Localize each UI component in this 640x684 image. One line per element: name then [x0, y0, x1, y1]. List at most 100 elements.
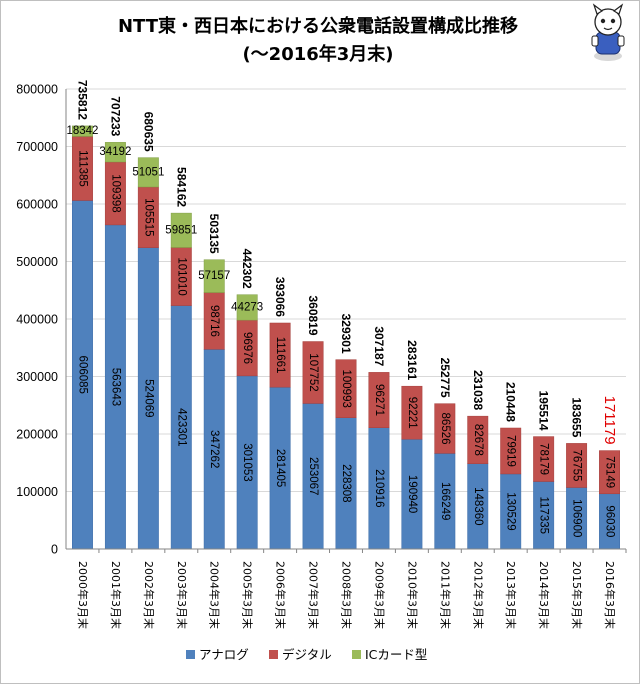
total-value-label: 360819	[306, 295, 320, 335]
y-tick-label: 800000	[16, 83, 58, 97]
segment-value-label: 44273	[231, 301, 263, 313]
bar-segment-ic-card	[137, 157, 159, 188]
total-value-label: 707233	[108, 96, 122, 136]
total-value-label: 584162	[174, 167, 188, 207]
bar-segment-digital	[269, 322, 291, 388]
x-tick-label: 2008年3月末	[340, 561, 354, 629]
y-tick-label: 300000	[16, 370, 58, 384]
chart-title-line-1: NTT東・西日本における公衆電話設置構成比推移	[118, 15, 518, 37]
bar-segment-digital	[302, 341, 324, 404]
bar-segment-ic-card	[236, 294, 258, 321]
segment-value-label: 253067	[307, 457, 319, 495]
bar-segment-digital	[599, 450, 620, 495]
segment-value-label: 190940	[406, 475, 418, 513]
y-tick-label: 200000	[16, 428, 58, 442]
bar-segment-ic-card	[104, 142, 126, 163]
total-value-label: 252775	[438, 358, 452, 398]
segment-value-label: 75149	[604, 456, 616, 488]
total-value-label: 283161	[405, 340, 419, 380]
legend-swatch-digital	[269, 650, 278, 659]
x-tick-label: 2004年3月末	[208, 561, 222, 629]
bar-segment-ic-card	[170, 212, 192, 248]
x-axis: 2000年3月末 2001年3月末 2002年3月末 2003年3月末 2004年3月末…	[66, 548, 627, 629]
total-value-label: 393066	[273, 277, 287, 317]
x-tick-label: 2014年3月末	[537, 561, 551, 629]
chart-title-line-2: (〜2016年3月末)	[242, 43, 393, 65]
bar-segment-digital	[533, 436, 555, 482]
x-tick-label: 2003年3月末	[175, 561, 189, 629]
segment-value-label: 524069	[142, 379, 154, 417]
legend-label-ic-card: ICカード型	[365, 647, 427, 662]
total-value-label: 210448	[504, 382, 518, 422]
legend-swatch-ic-card	[352, 650, 361, 659]
segment-value-label: 79919	[505, 435, 517, 467]
segment-value-label: 106900	[571, 499, 583, 537]
segment-value-label: 57157	[198, 270, 230, 282]
segment-value-label: 92221	[406, 397, 418, 429]
legend-swatch-analog	[186, 650, 195, 659]
bar-segment-digital	[335, 359, 357, 418]
x-tick-label: 2006年3月末	[274, 561, 288, 629]
segment-value-label: 117335	[538, 497, 550, 535]
legend-label-digital: デジタル	[282, 647, 332, 662]
x-tick-label: 2011年3月末	[438, 561, 452, 629]
segment-value-label: 59851	[165, 224, 197, 236]
segment-value-label: 78179	[538, 443, 550, 475]
x-tick-label: 2010年3月末	[405, 561, 419, 629]
bar-segment-digital	[500, 427, 522, 475]
bar-segment-digital	[401, 385, 423, 440]
segment-value-label: 606085	[76, 356, 88, 394]
segment-value-label: 96271	[373, 384, 385, 416]
bar-segment-digital	[368, 372, 390, 428]
total-value-label: 195514	[537, 391, 551, 431]
bar-segment-digital	[434, 403, 456, 454]
segment-value-label: 166249	[439, 482, 451, 520]
bar-segment-ic-card	[203, 259, 225, 293]
total-value-label: 680635	[141, 112, 155, 152]
total-value-label: 307187	[372, 326, 386, 366]
segment-value-label: 281405	[274, 449, 286, 487]
x-tick-label: 2016年3月末	[603, 561, 617, 629]
bar-segment-digital	[566, 443, 588, 488]
bars: 606085 111385 18342 735812 563643 109398 34192…	[66, 80, 620, 550]
y-axis: 0 100000 200000 300000 400000 500000 600000 700…	[16, 83, 67, 557]
segment-value-label: 51051	[132, 166, 164, 178]
total-value-label: 442302	[240, 249, 254, 289]
segment-value-label: 130529	[505, 492, 517, 530]
total-value-label: 329301	[339, 314, 353, 354]
legend: アナログ デジタル ICカード型	[186, 647, 427, 662]
segment-value-label: 86526	[439, 413, 451, 445]
segment-value-label: 109398	[109, 174, 121, 212]
y-tick-label: 600000	[16, 198, 58, 212]
x-tick-label: 2001年3月末	[109, 561, 123, 629]
y-tick-label: 0	[51, 543, 58, 557]
segment-value-label: 105515	[142, 198, 154, 236]
segment-value-label: 301053	[241, 443, 253, 481]
total-value-label: 231038	[471, 370, 485, 410]
segment-value-label: 228308	[340, 464, 352, 502]
legend-label-analog: アナログ	[199, 647, 249, 662]
segment-value-label: 76755	[571, 449, 583, 481]
segment-value-label: 111385	[76, 150, 88, 187]
segment-value-label: 210916	[373, 469, 385, 507]
segment-value-label: 107752	[307, 353, 319, 391]
total-value-label: 735812	[75, 80, 89, 120]
total-value-label: 171179	[601, 396, 618, 445]
segment-value-label: 111661	[274, 337, 286, 374]
segment-value-label: 148360	[472, 487, 484, 525]
y-tick-label: 500000	[16, 255, 58, 269]
segment-value-label: 98716	[208, 305, 220, 337]
total-value-label: 183655	[570, 397, 584, 437]
segment-value-label: 18342	[66, 125, 98, 137]
segment-value-label: 101010	[175, 257, 187, 295]
y-tick-label: 400000	[16, 313, 58, 327]
segment-value-label: 96030	[604, 505, 616, 537]
total-value-label: 503135	[207, 214, 221, 254]
x-tick-label: 2012年3月末	[471, 561, 485, 629]
x-tick-label: 2002年3月末	[142, 561, 156, 629]
segment-value-label: 423301	[175, 408, 187, 446]
mascot-icon	[591, 3, 625, 61]
y-tick-label: 700000	[16, 140, 58, 154]
segment-value-label: 96976	[241, 332, 253, 364]
x-tick-label: 2005年3月末	[241, 561, 255, 629]
